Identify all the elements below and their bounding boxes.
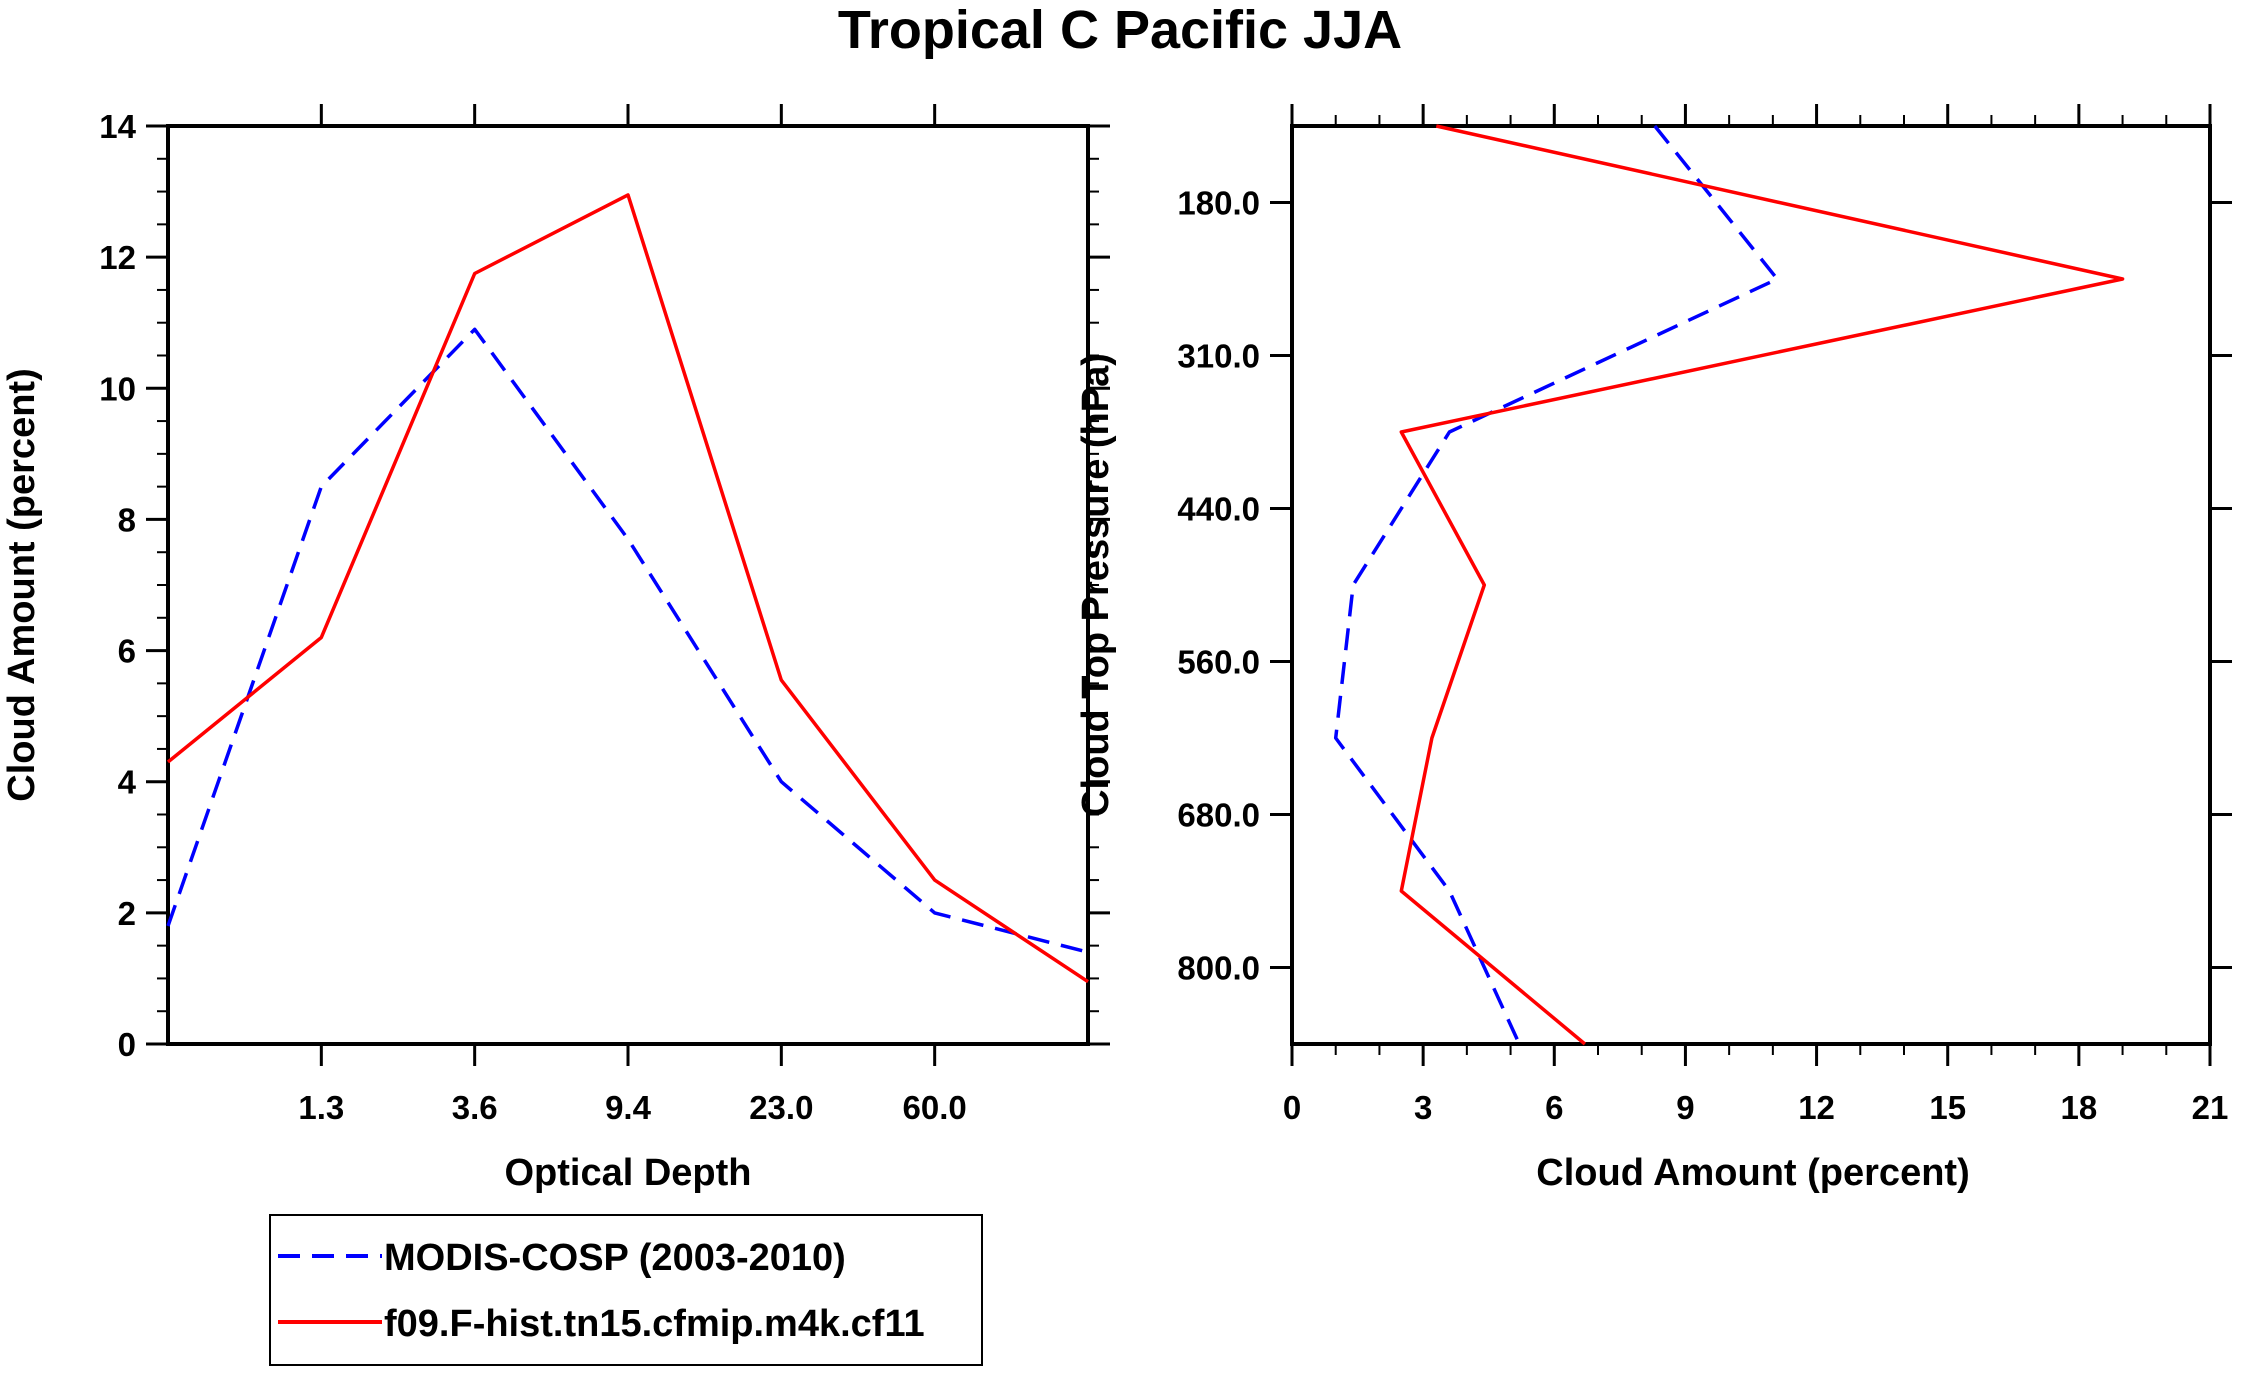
- right-x-tick-label: 12: [1798, 1089, 1835, 1126]
- left-panel: 0 2 4 6 8 10 12 14 1.3 3.6 9.4 23.0 60.0 Optical Dep…: [1, 104, 1110, 1194]
- left-series-obs-line: [166, 327, 1089, 954]
- left-series-model-line: [166, 193, 1089, 984]
- left-x-tick-label: 23.0: [749, 1089, 813, 1126]
- legend-model-label: f09.F-hist.tn15.cfmip.m4k.cf11: [384, 1303, 925, 1345]
- left-y-tick-label: 12: [99, 239, 136, 276]
- right-y-tick-label: 180.0: [1177, 185, 1260, 222]
- right-panel: 0 3 6 9 12 15 18 21 180.0 310.0 440.0 560.0 680.0 800…: [1075, 104, 2232, 1194]
- right-y-tick-label: 440.0: [1177, 491, 1260, 528]
- left-plot-frame: [166, 124, 1090, 1046]
- right-x-tick-label: 3: [1414, 1089, 1432, 1126]
- right-x-tick-label: 15: [1929, 1089, 1966, 1126]
- right-y-axis-label: Cloud Top Pressure (hPa): [1075, 353, 1117, 817]
- legend: MODIS-COSP (2003-2010) f09.F-hist.tn15.c…: [269, 1214, 983, 1366]
- left-x-axis-label: Optical Depth: [504, 1152, 751, 1194]
- left-x-tick-label: 60.0: [903, 1089, 967, 1126]
- left-y-tick-label: 10: [99, 370, 136, 407]
- right-y-tick-label: 680.0: [1177, 797, 1260, 834]
- chart-title: Tropical C Pacific JJA: [838, 0, 1402, 60]
- left-x-tick-label: 1.3: [298, 1089, 344, 1126]
- left-y-tick-label: 4: [118, 764, 137, 801]
- right-y-tick-label: 560.0: [1177, 644, 1260, 681]
- left-y-tick-label: 14: [99, 108, 136, 145]
- right-x-tick-label: 9: [1676, 1089, 1694, 1126]
- right-series-model-line: [1399, 124, 2125, 1046]
- right-plot-frame: [1290, 124, 2212, 1046]
- right-x-tick-label: 0: [1283, 1089, 1301, 1126]
- left-x-tick-label: 3.6: [452, 1089, 498, 1126]
- left-y-tick-label: 6: [118, 633, 136, 670]
- right-x-tick-label: 18: [2060, 1089, 2097, 1126]
- right-x-tick-label: 21: [2192, 1089, 2229, 1126]
- legend-obs-label: MODIS-COSP (2003-2010): [384, 1237, 846, 1279]
- right-series-obs-line: [1333, 124, 1779, 1045]
- left-y-tick-label: 2: [118, 895, 136, 932]
- left-x-tick-label: 9.4: [605, 1089, 652, 1126]
- right-y-tick-label: 800.0: [1177, 950, 1260, 987]
- legend-box: [269, 1214, 983, 1366]
- left-y-tick-label: 0: [118, 1026, 136, 1063]
- right-y-tick-label: 310.0: [1177, 338, 1260, 375]
- right-x-axis-label: Cloud Amount (percent): [1536, 1152, 1969, 1194]
- right-x-tick-label: 6: [1545, 1089, 1563, 1126]
- left-y-axis-label: Cloud Amount (percent): [1, 368, 43, 801]
- left-y-tick-label: 8: [118, 501, 136, 538]
